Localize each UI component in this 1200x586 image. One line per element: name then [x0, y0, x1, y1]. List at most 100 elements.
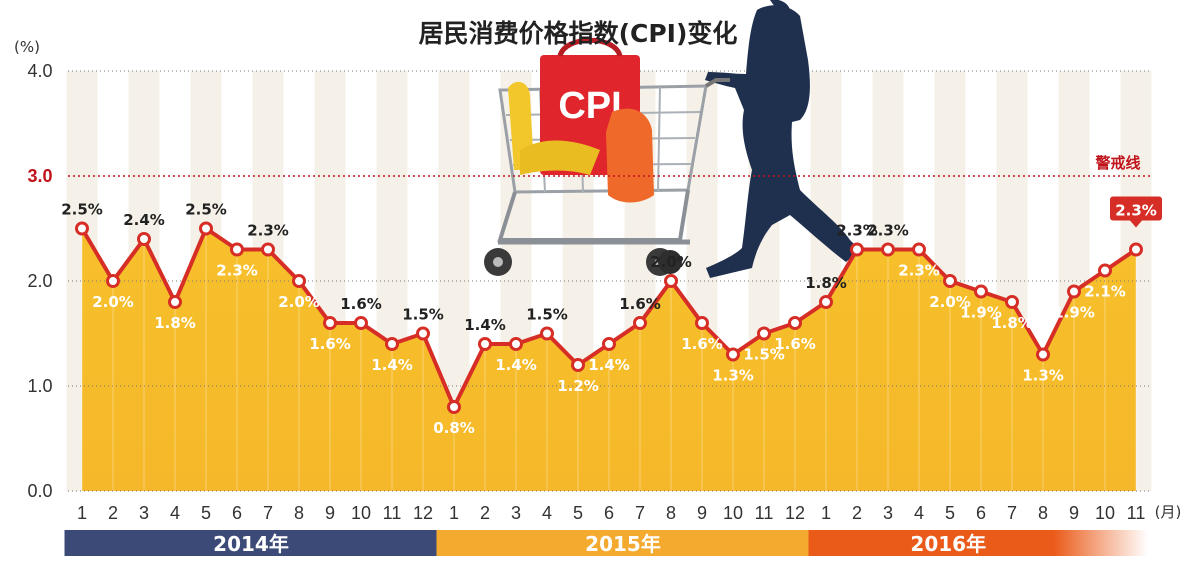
last-value-pointer: [1130, 220, 1142, 228]
y-tick-label: 0.0: [27, 481, 52, 501]
data-point: [323, 316, 337, 330]
alert-line-label: 警戒线: [1094, 154, 1140, 172]
y-tick-label: 4.0: [27, 61, 52, 81]
x-tick-label: 8: [666, 503, 676, 523]
x-tick-label: 2: [852, 503, 862, 523]
x-tick-label: 10: [723, 503, 743, 523]
year-label: 2015年: [585, 532, 661, 556]
x-tick-label: 4: [542, 503, 552, 523]
data-label: 1.6%: [774, 335, 816, 353]
data-label: 1.9%: [960, 304, 1002, 322]
year-label: 2014年: [213, 532, 289, 556]
data-label: 1.8%: [154, 314, 196, 332]
x-tick-label: 11: [383, 503, 402, 523]
data-label: 1.6%: [681, 335, 723, 353]
y-axis-unit: (%): [14, 38, 40, 56]
y-tick-label: 1.0: [27, 376, 52, 396]
x-tick-label: 11: [1127, 503, 1146, 523]
x-tick-label: 5: [945, 503, 955, 523]
data-point: [354, 316, 368, 330]
data-point: [1129, 242, 1143, 257]
data-label: 1.2%: [557, 377, 599, 395]
data-label: 2.3%: [247, 222, 289, 240]
data-point: [695, 316, 709, 330]
data-point: [137, 232, 151, 246]
data-label: 2.5%: [61, 201, 103, 219]
data-point: [385, 337, 399, 351]
data-label: 2.3%: [867, 222, 909, 240]
x-tick-label: 4: [914, 503, 924, 523]
x-tick-label: 3: [883, 503, 893, 523]
x-axis-unit: (月): [1155, 503, 1182, 521]
data-point: [1067, 284, 1081, 299]
data-point: [478, 337, 492, 351]
x-tick-label: 12: [413, 503, 433, 523]
x-tick-label: 7: [263, 503, 273, 523]
data-label: 0.8%: [433, 419, 475, 437]
x-tick-label: 11: [755, 503, 774, 523]
data-label: 1.4%: [588, 356, 630, 374]
x-tick-label: 2: [108, 503, 118, 523]
data-label: 2.3%: [1115, 202, 1157, 220]
data-label: 1.4%: [371, 356, 413, 374]
data-label: 2.0%: [650, 253, 692, 271]
x-tick-label: 4: [170, 503, 180, 523]
data-label: 2.3%: [898, 262, 940, 280]
x-tick-label: 7: [1007, 503, 1017, 523]
data-point: [974, 284, 988, 299]
data-label: 2.4%: [123, 211, 165, 229]
data-label: 2.3%: [836, 222, 878, 240]
data-point: [168, 295, 182, 309]
x-tick-label: 1: [77, 503, 87, 523]
area-fill: [82, 228, 1136, 491]
x-tick-label: 8: [1038, 503, 1048, 523]
data-point: [416, 326, 430, 341]
x-tick-label: 7: [635, 503, 645, 523]
data-point: [819, 295, 833, 309]
year-label: 2016年: [910, 532, 986, 556]
year-bar: [64, 530, 438, 556]
x-tick-label: 9: [697, 503, 707, 523]
data-label: 1.3%: [712, 367, 754, 385]
data-point: [757, 326, 771, 341]
series-line-layer: [75, 221, 1143, 414]
data-point: [571, 358, 585, 372]
data-label: 1.5%: [526, 306, 568, 324]
x-tick-label: 8: [294, 503, 304, 523]
data-point: [75, 221, 89, 236]
data-point: [1005, 295, 1019, 309]
y-tick-label: 3.0: [27, 166, 52, 186]
data-label: 2.1%: [1084, 283, 1126, 301]
x-tick-label: 9: [1069, 503, 1079, 523]
year-bar-layer: 2014年 2015年 2016年: [64, 530, 1148, 556]
data-point: [633, 316, 647, 330]
x-tick-label: 12: [785, 503, 805, 523]
data-point: [106, 274, 120, 288]
data-point: [788, 316, 802, 330]
last-value-badge: [1110, 196, 1162, 221]
data-label: 2.0%: [929, 293, 971, 311]
axis-layer: 0.01.02.03.04.01 2 3 4 5 6 7 8 9 10 11 12 1 2 3 4 5 6 7 8 9 1…: [27, 61, 1181, 523]
data-point: [1036, 347, 1050, 362]
data-label-layer: 2.5%2.0%2.4%1.8%2.5%2.3%2.3%2.0%1.6%1.6%…: [61, 196, 1162, 437]
chart-title: 居民消费价格指数(CPI)变化: [419, 19, 738, 48]
data-label: 1.4%: [464, 316, 506, 334]
shopper-illustration: CPI: [484, 0, 860, 278]
data-point: [292, 274, 306, 288]
data-point: [199, 221, 213, 236]
data-label: 1.6%: [619, 295, 661, 313]
x-tick-label: 2: [480, 503, 490, 523]
x-tick-label: 1: [449, 503, 459, 523]
data-point: [602, 337, 616, 351]
data-point: [850, 242, 864, 257]
data-point: [509, 337, 523, 351]
data-point: [726, 347, 740, 362]
x-tick-label: 3: [139, 503, 149, 523]
data-label: 1.6%: [340, 295, 382, 313]
x-tick-label: 6: [976, 503, 986, 523]
data-point: [447, 400, 461, 414]
data-label: 1.8%: [991, 314, 1033, 332]
data-label: 2.0%: [278, 293, 320, 311]
x-tick-label: 3: [511, 503, 521, 523]
